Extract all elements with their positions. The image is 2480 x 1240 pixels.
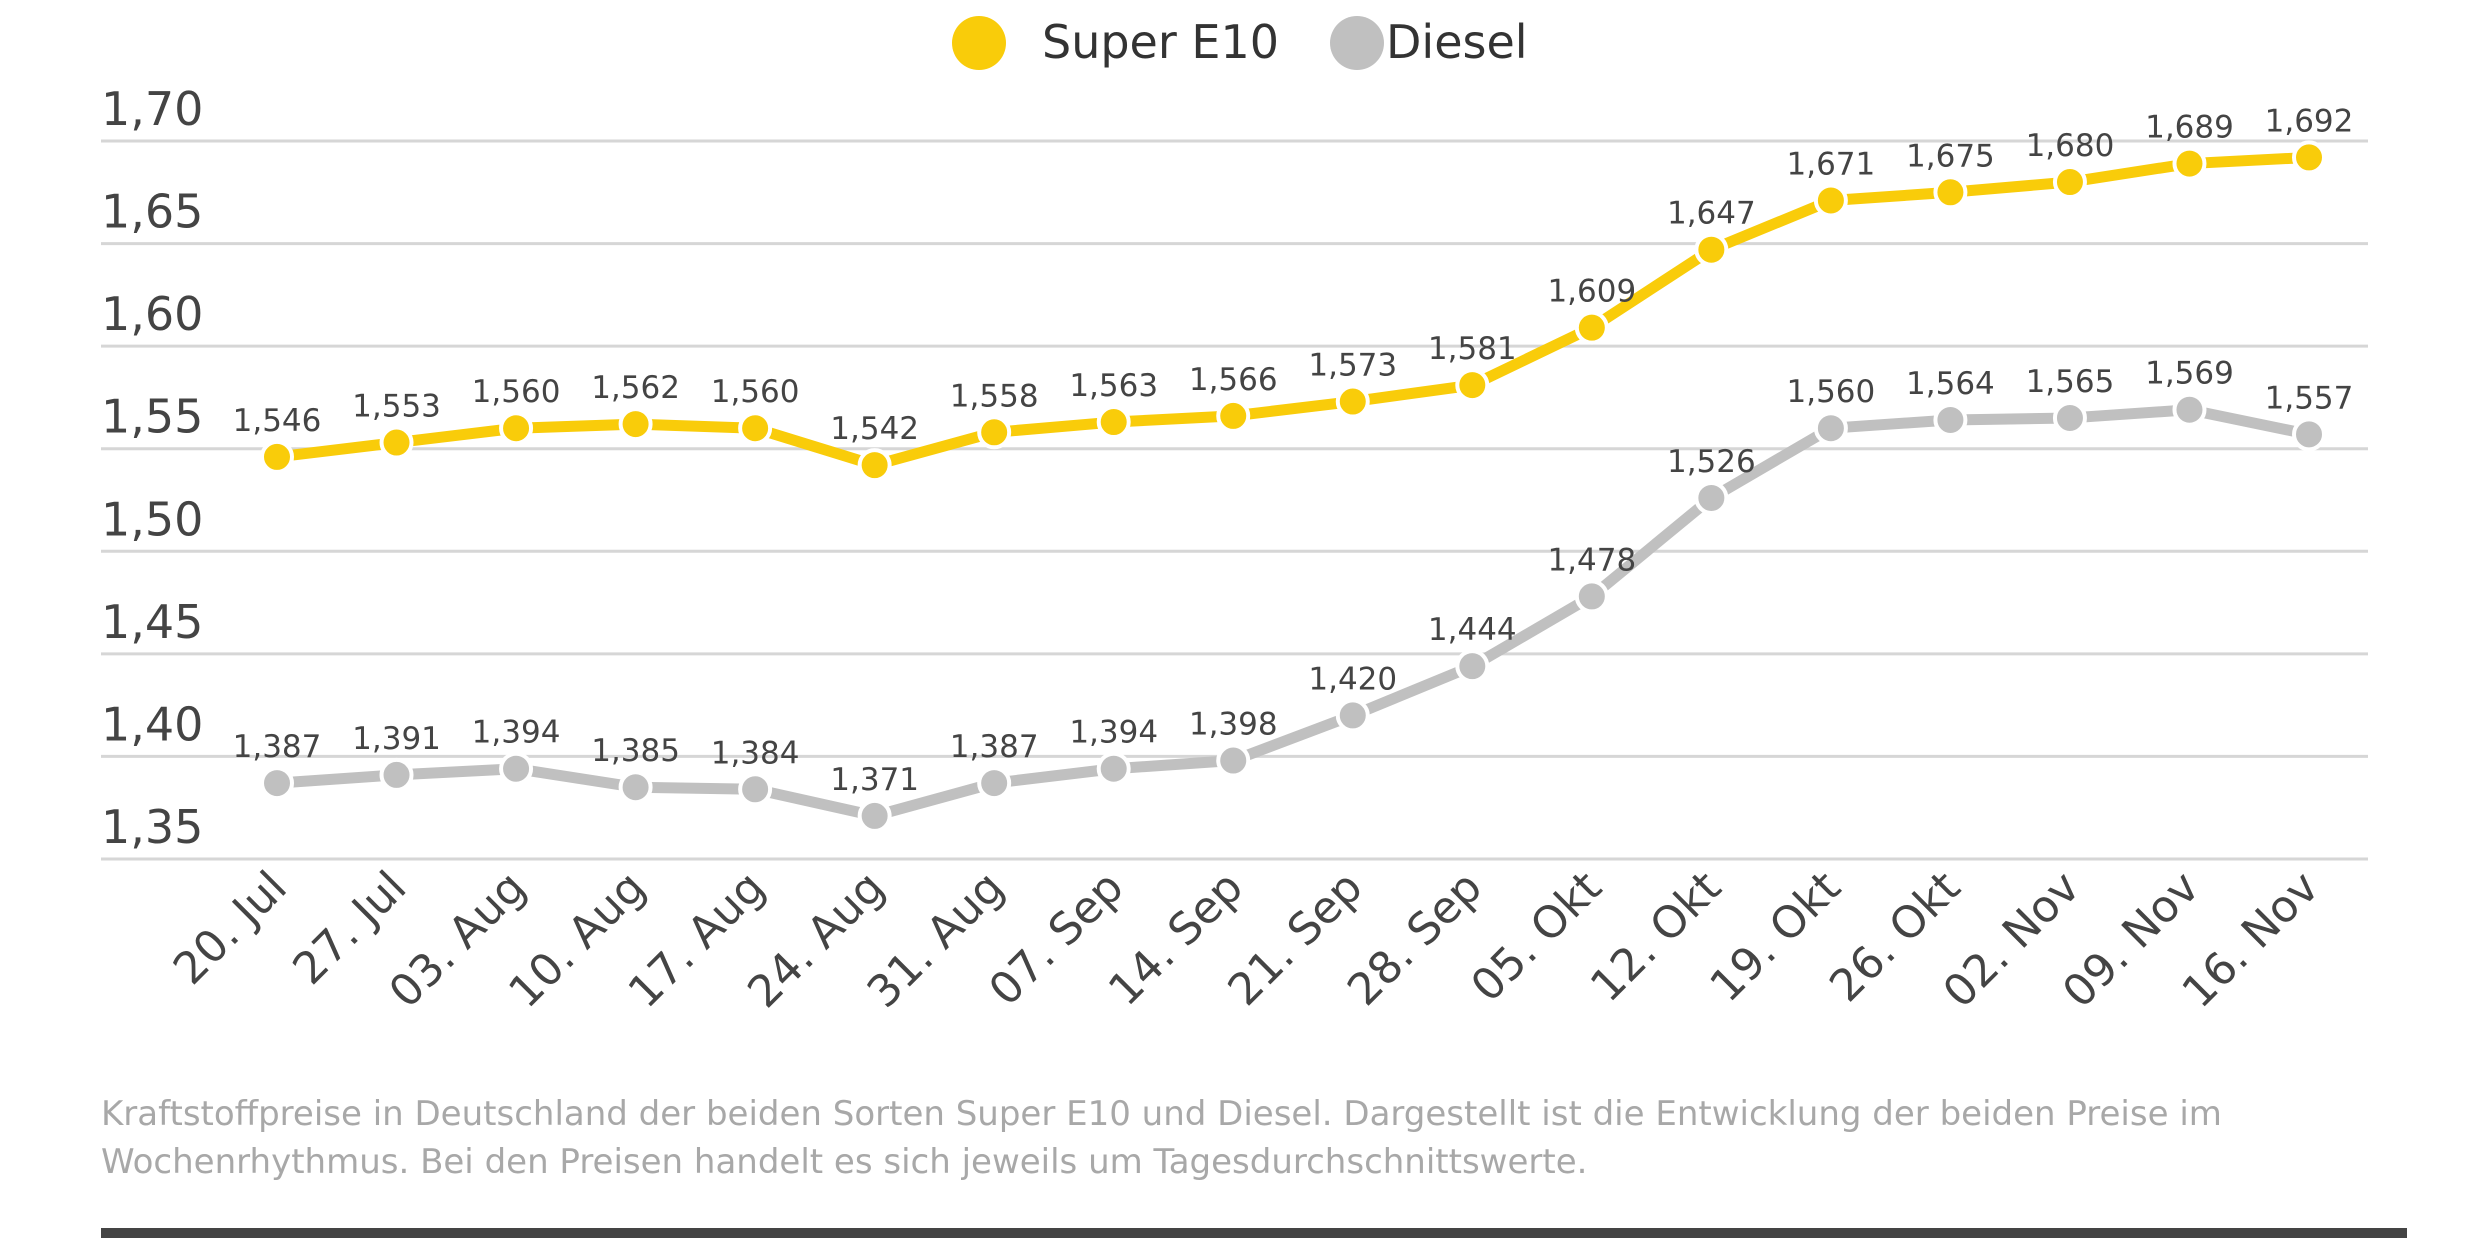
data-point: [1933, 402, 1968, 437]
data-point: [1933, 175, 1968, 210]
data-point: [2292, 140, 2326, 175]
series-line-1: [276, 404, 2311, 822]
chart-caption: Kraftstoffpreise in Deutschland der beid…: [101, 1094, 2222, 1182]
data-point: [1455, 649, 1490, 684]
data-point: [2052, 400, 2087, 435]
data-label: 1,385: [591, 733, 680, 769]
data-label: 1,609: [1547, 274, 1636, 310]
data-label: 1,420: [1308, 661, 1397, 697]
legend-marker-0: [952, 16, 1006, 70]
data-label: 1,542: [830, 411, 919, 447]
data-point: [1694, 232, 1729, 267]
data-label: 1,647: [1667, 196, 1756, 232]
data-label: 1,565: [2026, 364, 2115, 400]
y-tick-label: 1,50: [101, 492, 203, 546]
data-point: [2292, 417, 2326, 452]
data-point: [1455, 368, 1490, 403]
data-point: [260, 766, 294, 801]
data-label: 1,671: [1787, 146, 1876, 182]
data-label: 1,581: [1428, 331, 1517, 367]
data-point: [618, 770, 653, 805]
legend-label: Super E10: [1042, 15, 1279, 69]
data-label: 1,689: [2145, 110, 2234, 146]
data-point: [1335, 698, 1370, 733]
data-point: [2172, 392, 2207, 427]
data-point: [857, 798, 892, 833]
data-point: [2052, 165, 2087, 200]
x-tick-label: 21. Sep: [1218, 862, 1372, 1016]
data-label: 1,563: [1069, 368, 1158, 404]
data-point: [260, 439, 294, 474]
data-label: 1,560: [1787, 374, 1876, 410]
x-tick-label: 14. Sep: [1099, 862, 1253, 1016]
data-point: [618, 407, 653, 442]
x-tick-label: 12. Okt: [1581, 862, 1731, 1012]
data-label: 1,371: [830, 762, 919, 798]
data-label: 1,573: [1308, 348, 1397, 384]
x-tick-label: 19. Okt: [1701, 862, 1851, 1012]
data-label: 1,680: [2026, 128, 2115, 164]
data-label: 1,566: [1189, 362, 1278, 398]
legend-marker-1: [1330, 16, 1384, 70]
data-label: 1,526: [1667, 444, 1756, 480]
x-tick-label: 28. Sep: [1338, 862, 1492, 1016]
legend-label: Diesel: [1386, 15, 1528, 69]
data-label: 1,444: [1428, 612, 1517, 648]
data-label: 1,569: [2145, 356, 2234, 392]
data-point: [1574, 579, 1609, 614]
data-label: 1,398: [1189, 707, 1278, 743]
x-tick-label: 05. Okt: [1461, 862, 1611, 1012]
data-point: [1813, 411, 1848, 446]
data-label: 1,394: [1069, 715, 1158, 751]
y-tick-label: 1,45: [101, 595, 203, 649]
data-point: [499, 751, 534, 786]
data-label: 1,557: [2265, 380, 2354, 416]
data-label: 1,391: [352, 721, 441, 757]
data-point: [977, 766, 1012, 801]
y-tick-label: 1,70: [101, 82, 203, 136]
data-label: 1,564: [1906, 366, 1995, 402]
x-tick-label: 07. Sep: [979, 862, 1133, 1016]
data-point: [1574, 310, 1609, 345]
data-label: 1,553: [352, 389, 441, 425]
data-point: [1096, 405, 1131, 440]
data-point: [1335, 384, 1370, 419]
data-point: [379, 425, 414, 460]
data-point: [499, 411, 534, 446]
data-label: 1,387: [950, 729, 1039, 765]
data-label: 1,692: [2265, 103, 2354, 139]
y-tick-label: 1,40: [101, 697, 203, 751]
data-point: [977, 415, 1012, 450]
x-tick-label: 20. Jul: [164, 862, 297, 995]
data-point: [1216, 398, 1251, 433]
data-label: 1,562: [591, 370, 680, 406]
data-label: 1,675: [1906, 138, 1995, 174]
data-point: [857, 448, 892, 483]
data-label: 1,478: [1547, 542, 1636, 578]
data-label: 1,558: [950, 378, 1039, 414]
data-point: [1813, 183, 1848, 218]
series-line-0: [276, 151, 2310, 471]
bottom-divider: [101, 1228, 2407, 1238]
y-tick-label: 1,55: [101, 390, 203, 444]
data-point: [738, 772, 773, 807]
data-point: [1694, 480, 1729, 515]
y-tick-label: 1,35: [101, 800, 203, 854]
data-label: 1,394: [472, 715, 561, 751]
data-point: [379, 757, 414, 792]
data-label: 1,560: [711, 374, 800, 410]
data-point: [2172, 146, 2207, 181]
data-point: [1096, 751, 1131, 786]
y-tick-label: 1,65: [101, 185, 203, 239]
data-label: 1,387: [233, 729, 322, 765]
data-label: 1,546: [233, 403, 322, 439]
data-label: 1,560: [472, 374, 561, 410]
data-label: 1,384: [711, 735, 800, 771]
y-tick-label: 1,60: [101, 287, 203, 341]
data-point: [738, 411, 773, 446]
data-point: [1216, 743, 1251, 778]
